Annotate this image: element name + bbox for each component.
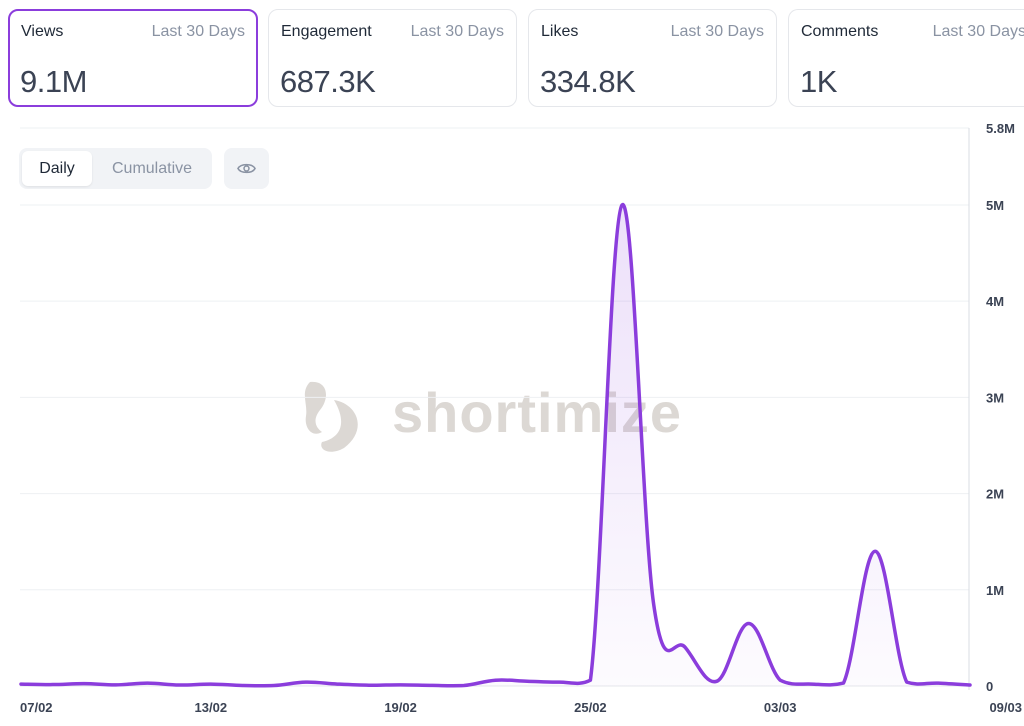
grid-layer: [20, 127, 969, 591]
views-line: [19, 203, 972, 688]
x-tick-label: 13/02: [195, 700, 228, 715]
watermark-logo: [304, 381, 358, 452]
views-card-period: Last 30 Days: [151, 23, 245, 40]
views-card[interactable]: Views Last 30 Days 9.1M: [8, 9, 258, 107]
views-card-value: 9.1M: [20, 64, 87, 99]
comments-card-period: Last 30 Days: [932, 23, 1024, 40]
x-tick-label: 07/02: [20, 700, 53, 715]
y-axis-ticks: 0 1M 2M 3M 4M 5M 5.8M: [986, 121, 1015, 694]
y-tick-label: 0: [986, 679, 993, 694]
y-tick-label: 3M: [986, 390, 1004, 405]
engagement-card-period: Last 30 Days: [410, 23, 504, 40]
comments-card[interactable]: Comments Last 30 Days 1K: [788, 9, 1024, 107]
visibility-toggle-button[interactable]: [224, 148, 269, 189]
comments-card-label: Comments: [801, 23, 879, 40]
likes-card-period: Last 30 Days: [670, 23, 764, 40]
engagement-card-label: Engagement: [281, 23, 372, 40]
x-tick-label: 19/02: [384, 700, 417, 715]
eye-icon: [237, 163, 256, 174]
chart-mode-toggle: Daily Cumulative: [19, 148, 212, 189]
x-axis-ticks: 07/02 13/02 19/02 25/02 03/03 09/03: [20, 700, 1022, 715]
views-area: [21, 204, 970, 687]
y-tick-label: 5.8M: [986, 121, 1015, 136]
y-tick-label: 1M: [986, 583, 1004, 598]
y-tick-label: 5M: [986, 198, 1004, 213]
daily-tab[interactable]: Daily: [22, 151, 92, 186]
x-tick-label: 09/03: [989, 700, 1022, 715]
engagement-card-value: 687.3K: [280, 64, 376, 99]
likes-card-label: Likes: [541, 23, 579, 40]
likes-card[interactable]: Likes Last 30 Days 334.8K: [528, 9, 777, 107]
x-tick-label: 25/02: [574, 700, 607, 715]
y-tick-label: 2M: [986, 487, 1004, 502]
cumulative-tab[interactable]: Cumulative: [111, 160, 193, 177]
y-tick-label: 4M: [986, 294, 1004, 309]
x-tick-label: 03/03: [764, 700, 797, 715]
views-card-label: Views: [21, 23, 64, 40]
likes-card-value: 334.8K: [540, 64, 636, 99]
comments-card-value: 1K: [800, 64, 837, 99]
engagement-card[interactable]: Engagement Last 30 Days 687.3K: [268, 9, 517, 107]
